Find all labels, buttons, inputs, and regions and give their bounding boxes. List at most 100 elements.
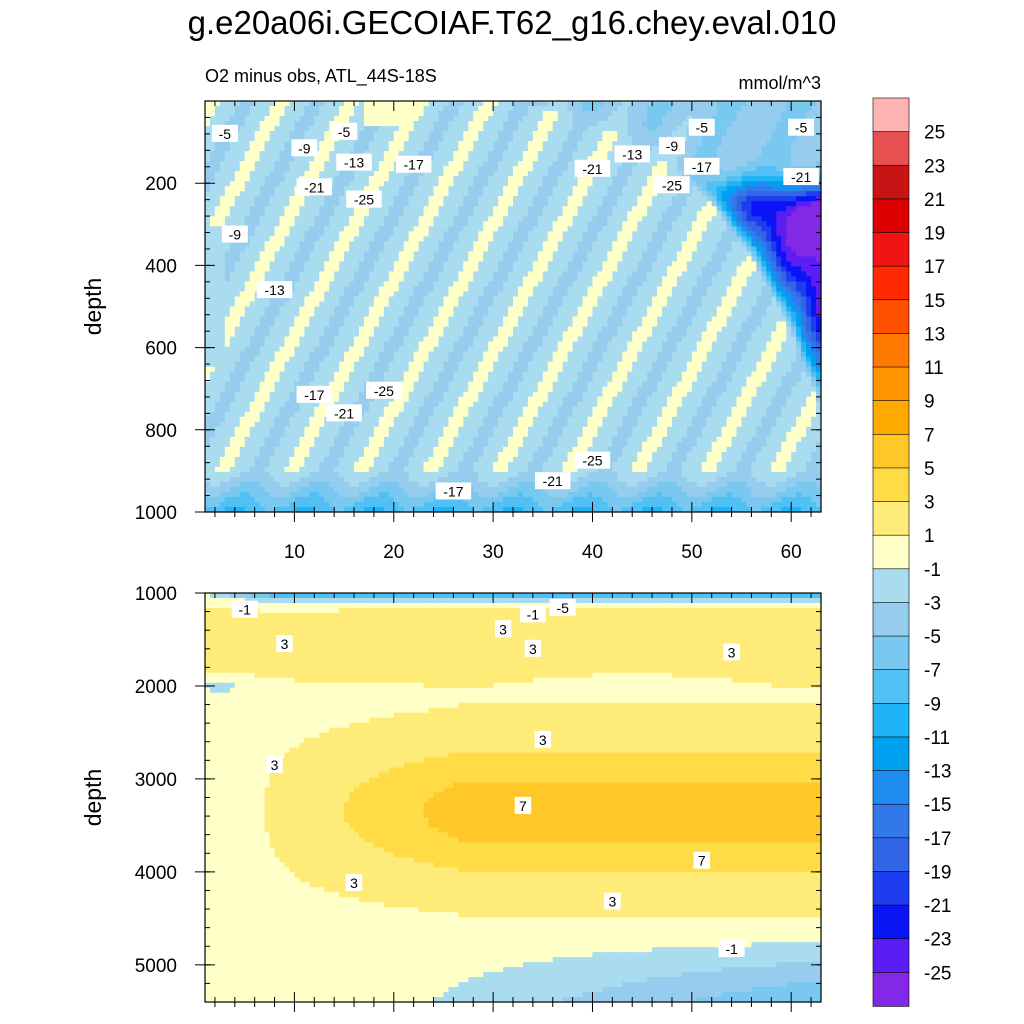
contour-cell <box>329 296 335 303</box>
contour-cell <box>468 396 474 403</box>
contour-cell <box>264 321 271 328</box>
contour-cell <box>284 226 291 232</box>
contour-cell <box>493 466 499 473</box>
contour-cell <box>349 141 355 147</box>
contour-cell <box>388 106 395 112</box>
contour-cell <box>229 356 236 363</box>
contour-cell <box>443 336 450 343</box>
contour-cell <box>433 371 440 378</box>
contour-cell <box>344 206 350 212</box>
contour-cell <box>234 456 241 463</box>
contour-cell <box>334 296 340 303</box>
contour-cell <box>433 426 440 433</box>
contour-cell <box>493 141 499 147</box>
contour-cell <box>483 181 489 187</box>
contour-cell <box>368 126 375 132</box>
contour-cell <box>299 216 305 222</box>
contour-cell <box>349 496 355 503</box>
contour-cell <box>468 291 474 298</box>
contour-cell <box>458 216 464 222</box>
contour-cell <box>304 291 310 298</box>
contour-cell <box>309 281 315 288</box>
contour-cell <box>368 416 375 423</box>
contour-cell <box>304 346 310 353</box>
contour-cell <box>224 436 231 443</box>
contour-cell <box>458 401 464 408</box>
contour-cell <box>294 161 300 167</box>
contour-cell <box>388 506 395 513</box>
contour-cell <box>453 191 459 197</box>
contour-cell <box>294 306 300 313</box>
contour-cell <box>234 421 241 428</box>
contour-cell <box>493 206 499 212</box>
contour-cell <box>259 416 266 423</box>
contour-cell <box>254 346 261 353</box>
contour-cell <box>309 346 315 353</box>
contour-cell <box>214 201 221 207</box>
contour-cell <box>413 446 420 453</box>
contour-cell <box>478 306 484 313</box>
contour-cell <box>264 276 271 283</box>
contour-cell <box>368 506 375 513</box>
contour-cell <box>373 186 380 192</box>
contour-cell <box>398 346 405 353</box>
contour-cell <box>403 381 410 388</box>
contour-cell <box>423 501 430 508</box>
contour-cell <box>473 301 479 308</box>
contour-cell <box>334 381 340 388</box>
contour-cell <box>423 131 430 137</box>
contour-cell <box>324 421 330 428</box>
contour-cell <box>209 216 216 222</box>
contour-cell <box>314 381 320 388</box>
contour-cell <box>244 221 251 227</box>
contour-cell <box>254 191 261 197</box>
contour-cell <box>354 346 360 353</box>
contour-cell <box>388 221 395 227</box>
contour-cell <box>413 121 420 127</box>
contour-cell <box>259 296 266 303</box>
contour-cell <box>324 456 330 463</box>
contour-cell <box>229 186 236 192</box>
contour-cell <box>269 101 276 107</box>
contour-cell <box>254 276 261 283</box>
contour-cell <box>324 436 330 443</box>
contour-cell <box>289 401 296 408</box>
contour-cell <box>309 311 315 318</box>
contour-cell <box>423 381 430 388</box>
contour-cell <box>433 281 440 288</box>
contour-cell <box>309 471 315 478</box>
contour-cell <box>284 391 291 398</box>
contour-cell <box>503 266 509 273</box>
contour-cell <box>224 346 231 353</box>
contour-cell <box>289 321 296 328</box>
contour-cell <box>284 421 291 428</box>
contour-cell <box>229 416 236 423</box>
contour-cell <box>428 416 435 423</box>
contour-cell <box>438 151 445 157</box>
contour-cell <box>329 331 335 338</box>
contour-cell <box>249 206 256 212</box>
contour-cell <box>463 376 469 383</box>
contour-cell <box>428 381 435 388</box>
contour-cell <box>284 126 291 132</box>
contour-cell <box>269 446 276 453</box>
contour-cell <box>269 411 276 418</box>
contour-cell <box>274 121 281 127</box>
contour-cell <box>378 436 385 443</box>
contour-cell <box>493 156 499 162</box>
contour-cell <box>249 181 256 187</box>
contour-cell <box>319 421 325 428</box>
contour-cell <box>294 236 300 242</box>
contour-cell <box>244 396 251 403</box>
contour-cell <box>224 326 231 333</box>
contour-cell <box>458 306 464 313</box>
contour-cell <box>463 351 469 358</box>
contour-cell <box>503 366 509 373</box>
contour-cell <box>324 441 330 448</box>
contour-cell <box>398 136 405 142</box>
contour-cell <box>254 501 261 508</box>
contour-cell <box>393 406 400 413</box>
contour-cell <box>249 236 256 242</box>
contour-cell <box>383 476 390 483</box>
contour-cell <box>234 501 241 508</box>
